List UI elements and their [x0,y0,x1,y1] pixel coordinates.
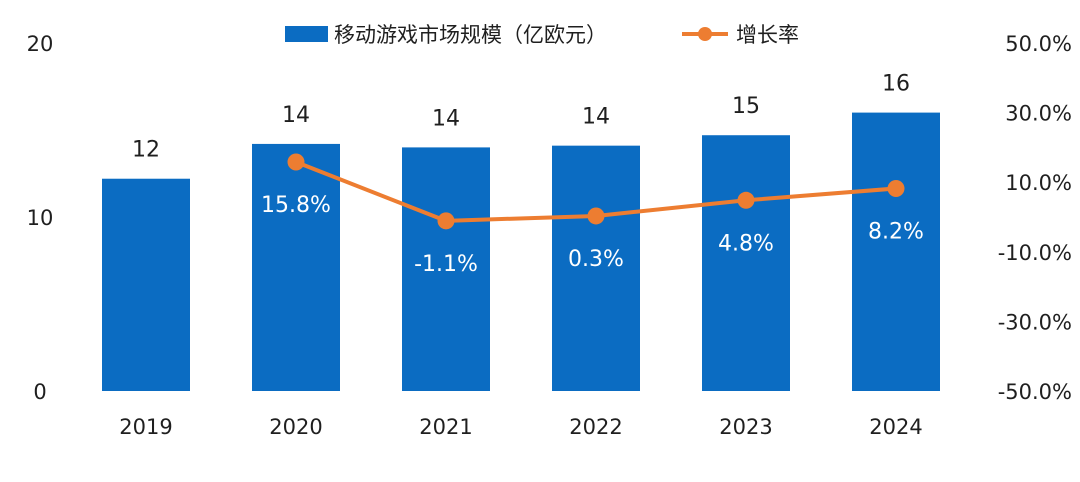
bars [102,112,940,391]
bar-2024 [852,112,940,391]
growth-rate-point-2022 [587,207,605,225]
left-axis: 0 10 20 [27,32,54,404]
right-axis-tick-50-0: -50.0% [998,380,1072,404]
left-axis-tick-0: 0 [33,380,46,404]
bar-2022 [552,145,640,391]
bar-value-label-2023: 15 [732,94,760,119]
legend-label-market-size: 移动游戏市场规模（亿欧元） [334,23,607,47]
bar-value-label-2024: 16 [882,72,910,97]
right-axis: -50.0% -30.0% -10.0% 10.0% 30.0% 50.0% [998,32,1072,404]
bar-2020 [252,143,340,391]
growth-rate-point-2020 [287,153,305,171]
growth-rate-label-2023: 4.8% [718,231,774,256]
x-axis: 2019 2020 2021 2022 2023 2024 [119,415,922,439]
bar-2023 [702,135,790,391]
x-axis-label-2022: 2022 [569,415,622,439]
left-axis-tick-20: 20 [27,32,54,56]
legend-marker-growth-rate [698,27,712,41]
legend: 移动游戏市场规模（亿欧元） 增长率 [285,23,799,47]
bar-labels: 12 14 14 14 15 16 [132,72,910,163]
x-axis-label-2020: 2020 [269,415,322,439]
bar-2021 [402,147,490,391]
growth-rate-point-2021 [437,212,455,230]
growth-rate-label-2020: 15.8% [261,193,331,218]
right-axis-tick-30-0: 30.0% [1005,102,1072,126]
legend-label-growth-rate: 增长率 [736,23,799,47]
growth-rate-series: 15.8% -1.1% 0.3% 4.8% 8.2% [261,153,924,277]
bar-value-label-2022: 14 [582,105,610,130]
growth-rate-label-2022: 0.3% [568,247,624,272]
growth-rate-point-2023 [737,191,755,209]
right-axis-tick-10-0: -10.0% [998,241,1072,265]
x-axis-label-2021: 2021 [419,415,472,439]
bar-value-label-2019: 12 [132,138,160,163]
x-axis-label-2019: 2019 [119,415,172,439]
growth-rate-point-2024 [887,179,905,197]
right-axis-tick-10-0: 10.0% [1005,171,1072,195]
bar-value-label-2021: 14 [432,106,460,131]
bar-value-label-2020: 14 [282,103,310,128]
left-axis-tick-10: 10 [27,206,54,230]
growth-rate-label-2024: 8.2% [868,219,924,244]
growth-rate-label-2021: -1.1% [414,252,478,277]
x-axis-label-2023: 2023 [719,415,772,439]
legend-swatch-market-size [285,26,328,42]
right-axis-tick-30-0: -30.0% [998,310,1072,334]
right-axis-tick-50-0: 50.0% [1005,32,1072,56]
x-axis-label-2024: 2024 [869,415,922,439]
bar-2019 [102,178,190,391]
